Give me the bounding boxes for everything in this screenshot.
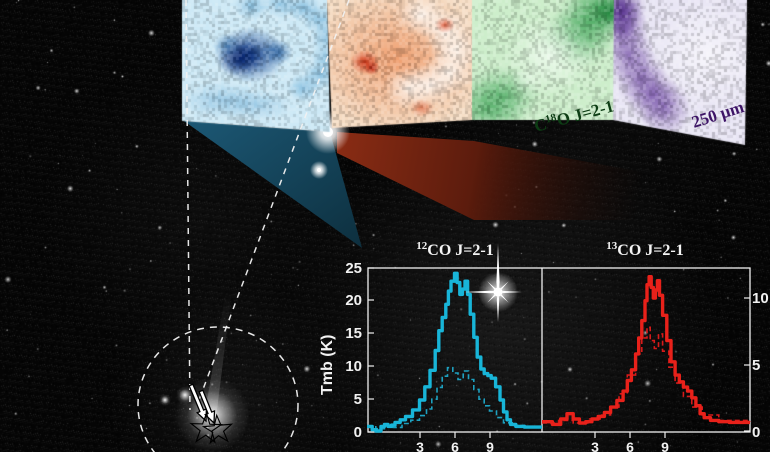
svg-text:5: 5 [354,391,362,408]
svg-text:15: 15 [345,325,362,342]
svg-text:10: 10 [345,358,362,375]
svg-text:13CO J=2-1: 13CO J=2-1 [606,240,683,259]
svg-text:6: 6 [626,439,634,452]
svg-text:9: 9 [661,439,669,452]
svg-text:Tmb (K): Tmb (K) [319,335,336,395]
svg-text:12CO J=2-1: 12CO J=2-1 [416,240,493,259]
svg-text:0: 0 [752,424,760,441]
svg-text:20: 20 [345,292,362,309]
svg-text:6: 6 [451,439,459,452]
svg-text:0: 0 [354,424,362,441]
svg-text:10: 10 [752,290,769,307]
svg-text:3: 3 [591,439,599,452]
svg-text:9: 9 [486,439,494,452]
svg-text:25: 25 [345,260,362,277]
svg-text:5: 5 [752,357,760,374]
svg-text:3: 3 [416,439,424,452]
